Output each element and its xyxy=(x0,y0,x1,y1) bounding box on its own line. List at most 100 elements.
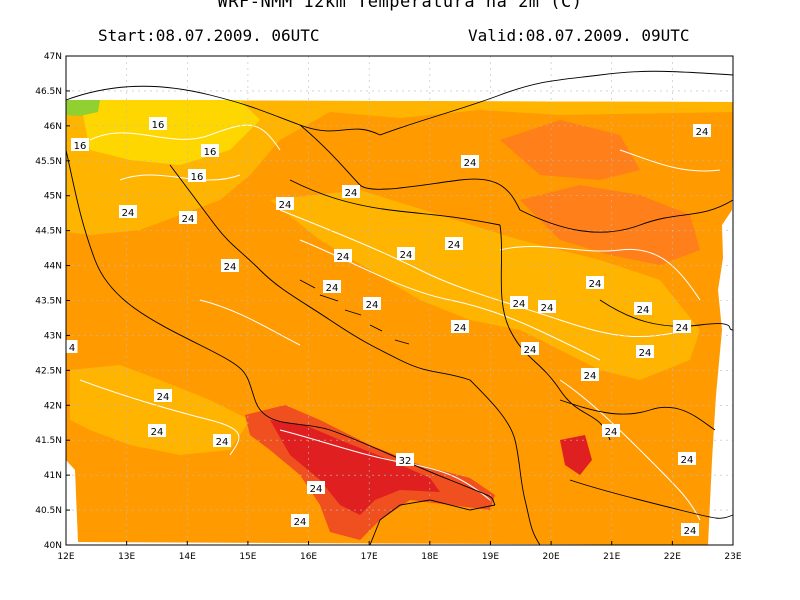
lat-tick-label: 41.5N xyxy=(35,436,62,446)
field-italy-band xyxy=(70,365,250,455)
lon-tick-label: 19E xyxy=(482,552,499,562)
lat-tick-label: 42N xyxy=(44,401,62,411)
albania-coast xyxy=(469,379,541,546)
contour-label-box xyxy=(71,138,89,151)
contour-label-box xyxy=(148,424,166,437)
contour-line xyxy=(199,299,301,346)
lon-tick-label: 18E xyxy=(421,552,438,562)
lon-tick-label: 21E xyxy=(603,552,620,562)
map-title: WRF-NMM 12km Temperatura na 2m (C) xyxy=(217,0,583,12)
contour-line xyxy=(79,379,240,456)
lat-tick-label: 40.5N xyxy=(35,506,62,516)
greece-border xyxy=(569,479,734,519)
contour-label: 24 xyxy=(605,427,618,438)
lat-tick-label: 41N xyxy=(44,471,62,481)
field-warm-patch-2 xyxy=(500,120,640,180)
contour-label: 24 xyxy=(366,300,379,311)
contour-label-box xyxy=(538,300,556,313)
contour-label-box xyxy=(586,276,604,289)
contour-labels: 16 16 16 16 24 24 24 24 24 24 24 24 24 24 24 24 24 24 24 24… xyxy=(66,117,711,537)
alpine-border xyxy=(65,85,381,136)
contour-label: 24 xyxy=(684,526,697,537)
contour-label-box xyxy=(396,453,414,466)
contour-label-box xyxy=(188,169,206,182)
contour-label-box xyxy=(461,155,479,168)
contour-label: 24 xyxy=(157,392,170,403)
lon-tick-label: 23E xyxy=(724,552,741,562)
lat-tick-label: 44.5N xyxy=(35,227,62,237)
lon-tick-label: 16E xyxy=(300,552,317,562)
lat-tick-label: 40N xyxy=(44,541,62,551)
contour-label: 24 xyxy=(637,305,650,316)
contour-label: 24 xyxy=(182,214,195,225)
contour-label: 24 xyxy=(448,240,461,251)
contour-label: 24 xyxy=(524,345,537,356)
contour-label: 24 xyxy=(337,252,350,263)
contour-label: 24 xyxy=(541,303,554,314)
lat-tick-label: 47N xyxy=(44,52,62,62)
contour-label-box xyxy=(602,424,620,437)
contour-label-box xyxy=(581,368,599,381)
italy-coast xyxy=(65,149,496,506)
contour-label: 24 xyxy=(589,279,602,290)
contour-label-box xyxy=(363,297,381,310)
macedonia-border xyxy=(559,399,716,431)
contour-label-box xyxy=(119,205,137,218)
contour-label: 24 xyxy=(584,371,597,382)
contour-label-box xyxy=(681,523,699,536)
contour-line xyxy=(279,209,691,338)
contour-label-box xyxy=(179,211,197,224)
contour-label: 24 xyxy=(676,323,689,334)
dalmatian-islands xyxy=(299,279,410,345)
contour-label: 24 xyxy=(464,158,477,169)
contour-label: 24 xyxy=(122,208,135,219)
lat-tick-label: 45.5N xyxy=(35,157,62,167)
contour-label: 24 xyxy=(345,188,358,199)
contour-label-box xyxy=(154,389,172,402)
contour-label-box xyxy=(276,197,294,210)
lat-tick-label: 46N xyxy=(44,122,62,132)
latitude-labels: 40N 40.5N 41N 41.5N 42N 42.5N 43N 43.5N 44N 44.5N… xyxy=(35,52,70,551)
contour-label-box xyxy=(510,296,528,309)
contour-label-box xyxy=(291,514,309,527)
start-time: Start:08.07.2009. 06UTC xyxy=(98,26,320,45)
croatia-coast xyxy=(169,164,471,381)
contour-label: 16 xyxy=(74,141,87,152)
valid-time: Valid:08.07.2009. 09UTC xyxy=(468,26,690,45)
lat-tick-label: 43.5N xyxy=(35,297,62,307)
field-warm-patch-1 xyxy=(520,185,700,265)
contour-label: 24 xyxy=(310,484,323,495)
contour-label-box xyxy=(693,124,711,137)
lat-tick-label: 43N xyxy=(44,331,62,341)
contour-label: 16 xyxy=(191,172,204,183)
lat-tick-label: 42.5N xyxy=(35,366,62,376)
contour-label-box xyxy=(397,247,415,260)
contour-label: 16 xyxy=(204,147,217,158)
contour-label: 24 xyxy=(681,455,694,466)
contour-label-box xyxy=(201,144,219,157)
austria-border xyxy=(379,70,734,136)
longitude-labels: 12E 13E 14E 15E 16E 17E 18E 19E 20E 21E 22E 23E xyxy=(57,541,742,562)
contour-label-box xyxy=(342,185,360,198)
contour-label: 24 xyxy=(279,200,292,211)
contour-label-box xyxy=(149,117,167,130)
contour-label-box xyxy=(673,320,691,333)
contour-label-box xyxy=(678,452,696,465)
contour-label: 24 xyxy=(400,250,413,261)
northern-border xyxy=(299,124,521,211)
lon-tick-label: 13E xyxy=(118,552,135,562)
lon-tick-label: 14E xyxy=(179,552,196,562)
contour-label: 24 xyxy=(294,517,307,528)
lon-tick-label: 15E xyxy=(239,552,256,562)
contour-label-box xyxy=(213,434,231,447)
contour-line xyxy=(619,149,721,172)
field-hot-patch-east xyxy=(560,435,592,475)
field-cold-corner xyxy=(66,100,100,116)
contour-label-box xyxy=(334,249,352,262)
contour-label-box xyxy=(66,340,78,353)
lat-tick-label: 44N xyxy=(44,262,62,272)
contour-label-box xyxy=(323,280,341,293)
contour-label: 24 xyxy=(326,283,339,294)
contour-line xyxy=(499,245,701,301)
